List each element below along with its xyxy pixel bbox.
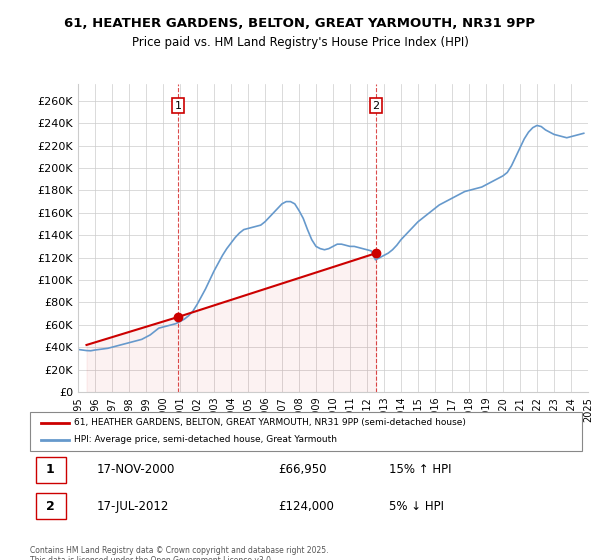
- FancyBboxPatch shape: [30, 412, 582, 451]
- Text: 17-JUL-2012: 17-JUL-2012: [96, 500, 169, 512]
- Text: £124,000: £124,000: [278, 500, 334, 512]
- Text: 1: 1: [175, 101, 181, 110]
- Text: 1: 1: [46, 463, 55, 476]
- Text: £66,950: £66,950: [278, 463, 327, 476]
- Text: 2: 2: [373, 101, 380, 110]
- Text: HPI: Average price, semi-detached house, Great Yarmouth: HPI: Average price, semi-detached house,…: [74, 435, 337, 444]
- Text: 15% ↑ HPI: 15% ↑ HPI: [389, 463, 451, 476]
- FancyBboxPatch shape: [35, 493, 66, 519]
- Text: 17-NOV-2000: 17-NOV-2000: [96, 463, 175, 476]
- Text: 2: 2: [46, 500, 55, 512]
- Text: 61, HEATHER GARDENS, BELTON, GREAT YARMOUTH, NR31 9PP (semi-detached house): 61, HEATHER GARDENS, BELTON, GREAT YARMO…: [74, 418, 466, 427]
- Text: 61, HEATHER GARDENS, BELTON, GREAT YARMOUTH, NR31 9PP: 61, HEATHER GARDENS, BELTON, GREAT YARMO…: [65, 17, 536, 30]
- Text: Price paid vs. HM Land Registry's House Price Index (HPI): Price paid vs. HM Land Registry's House …: [131, 36, 469, 49]
- FancyBboxPatch shape: [35, 456, 66, 483]
- Text: Contains HM Land Registry data © Crown copyright and database right 2025.
This d: Contains HM Land Registry data © Crown c…: [30, 546, 329, 560]
- Text: 5% ↓ HPI: 5% ↓ HPI: [389, 500, 444, 512]
